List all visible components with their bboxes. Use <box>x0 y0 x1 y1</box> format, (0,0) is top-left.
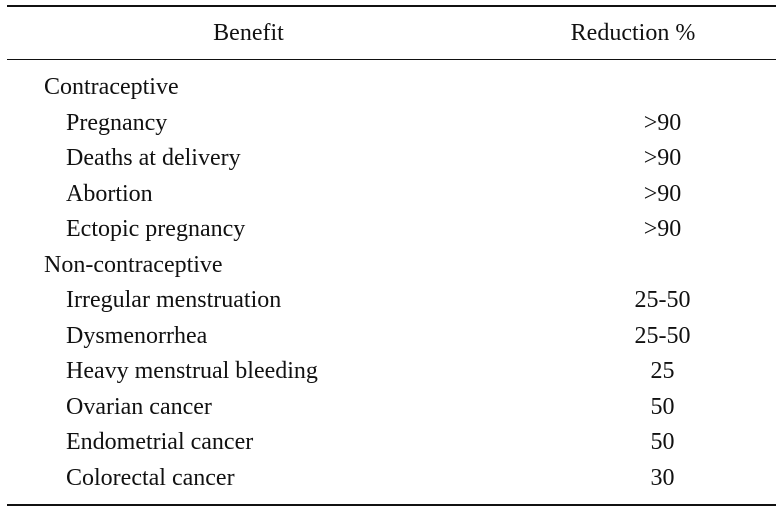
bottom-rule <box>7 504 776 506</box>
reduction-cell: 25-50 <box>634 287 691 314</box>
reduction-cell: 30 <box>650 464 675 491</box>
header-reduction: Reduction % <box>570 19 696 46</box>
reduction-cell: >90 <box>643 180 682 207</box>
benefit-cell: Endometrial cancer <box>66 429 254 456</box>
reduction-cell: 25 <box>650 358 675 385</box>
table-row: Irregular menstruation 25-50 <box>7 283 776 319</box>
section-title: Contraceptive <box>44 74 179 101</box>
reduction-cell: 25-50 <box>634 322 691 349</box>
table-row: Endometrial cancer 50 <box>7 425 776 461</box>
table-row: Heavy menstrual bleeding 25 <box>7 354 776 390</box>
reduction-cell: 50 <box>650 393 675 420</box>
section-row-non-contraceptive: Non-contraceptive <box>7 248 776 284</box>
table-row: Dysmenorrhea 25-50 <box>7 319 776 355</box>
benefit-cell: Ovarian cancer <box>66 393 212 420</box>
benefit-cell: Heavy menstrual bleeding <box>66 358 318 385</box>
table-row: Colorectal cancer 30 <box>7 461 776 497</box>
benefit-cell: Deaths at delivery <box>66 145 241 172</box>
reduction-cell: >90 <box>643 216 682 243</box>
reduction-cell: >90 <box>643 109 682 136</box>
table-row: Ectopic pregnancy >90 <box>7 212 776 248</box>
section-title: Non-contraceptive <box>44 251 223 278</box>
table-row: Abortion >90 <box>7 177 776 213</box>
section-row-contraceptive: Contraceptive <box>7 70 776 106</box>
benefit-cell: Dysmenorrhea <box>66 322 208 349</box>
benefit-cell: Pregnancy <box>66 109 168 136</box>
benefits-table: Benefit Reduction % Contraceptive Pregna… <box>7 5 776 506</box>
benefit-cell: Colorectal cancer <box>66 464 235 491</box>
table-body: Contraceptive Pregnancy >90 Deaths at de… <box>7 60 776 504</box>
top-rule <box>7 5 776 7</box>
benefit-cell: Ectopic pregnancy <box>66 216 246 243</box>
benefit-cell: Irregular menstruation <box>66 287 282 314</box>
reduction-cell: >90 <box>643 145 682 172</box>
header-benefit: Benefit <box>213 19 284 46</box>
benefit-cell: Abortion <box>66 180 153 207</box>
table-row: Deaths at delivery >90 <box>7 141 776 177</box>
table-row: Pregnancy >90 <box>7 106 776 142</box>
header-rule <box>7 59 776 60</box>
header-row: Benefit Reduction % <box>7 7 776 59</box>
table-row: Ovarian cancer 50 <box>7 390 776 426</box>
reduction-cell: 50 <box>650 429 675 456</box>
